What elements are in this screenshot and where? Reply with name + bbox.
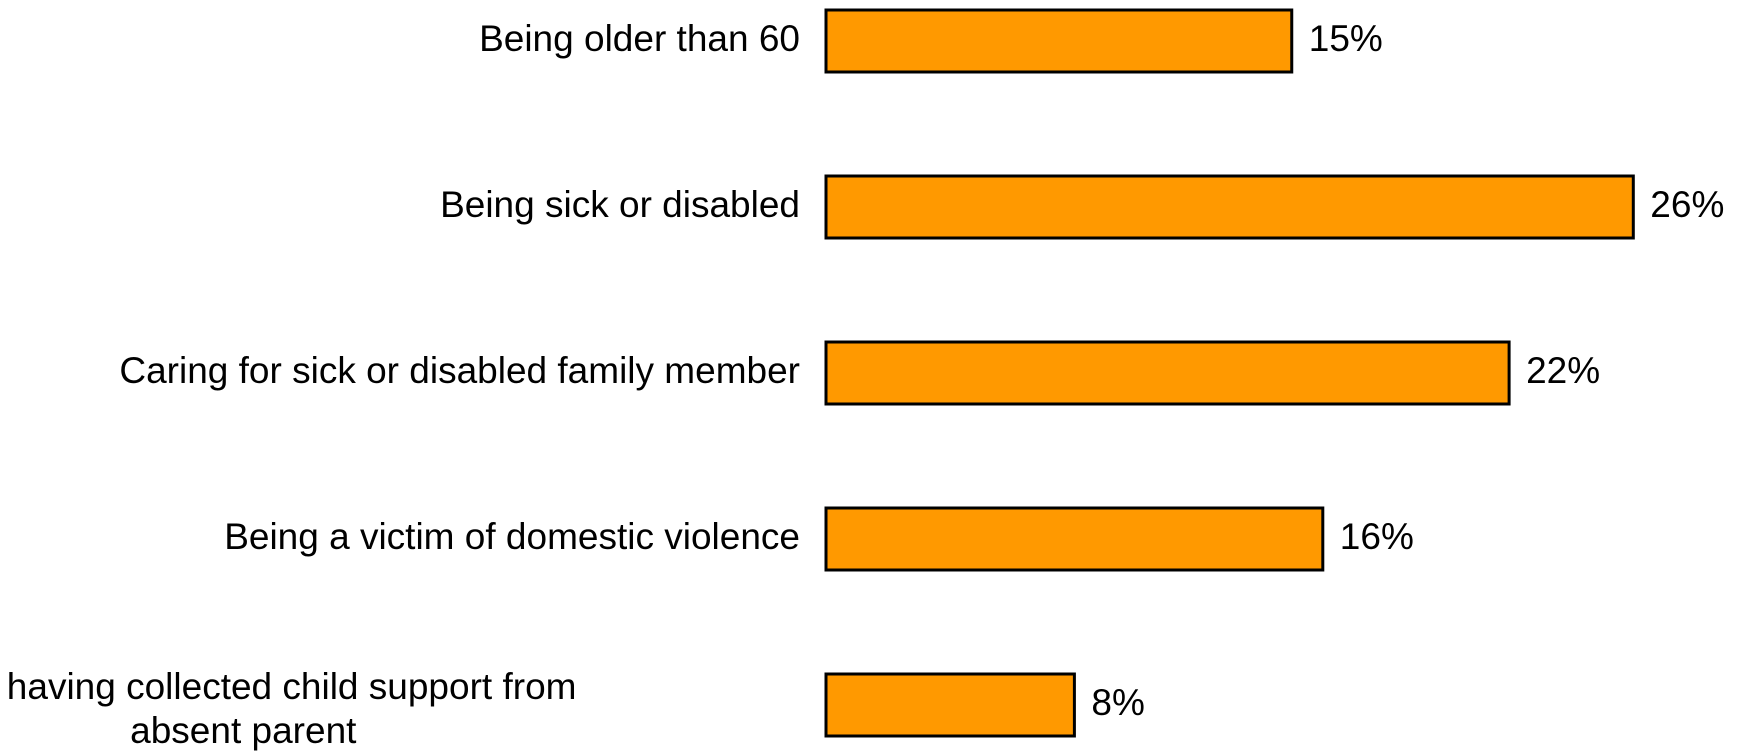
- category-label: Being a victim of domestic violence: [224, 516, 800, 557]
- category-label-line: Being a victim of domestic violence: [224, 516, 800, 557]
- category-label: Caring for sick or disabled family membe…: [119, 350, 800, 391]
- bar: [824, 672, 1076, 738]
- category-label-line: State having collected child support fro…: [0, 666, 576, 707]
- bar: [824, 506, 1325, 572]
- value-label: 15%: [1309, 18, 1383, 59]
- value-label: 22%: [1526, 350, 1600, 391]
- category-label: Being older than 60: [479, 18, 800, 59]
- category-label-line: Being older than 60: [479, 18, 800, 59]
- category-label-line: absent parent: [130, 710, 357, 751]
- bar: [824, 340, 1511, 406]
- category-label: Being sick or disabled: [440, 184, 800, 225]
- bar: [824, 174, 1635, 240]
- category-label-line: Being sick or disabled: [440, 184, 800, 225]
- category-label-line: Caring for sick or disabled family membe…: [119, 350, 800, 391]
- value-label: 26%: [1650, 184, 1724, 225]
- category-label: State having collected child support fro…: [0, 666, 576, 751]
- bar: [824, 8, 1294, 74]
- value-label: 16%: [1340, 516, 1414, 557]
- value-label: 8%: [1091, 682, 1144, 723]
